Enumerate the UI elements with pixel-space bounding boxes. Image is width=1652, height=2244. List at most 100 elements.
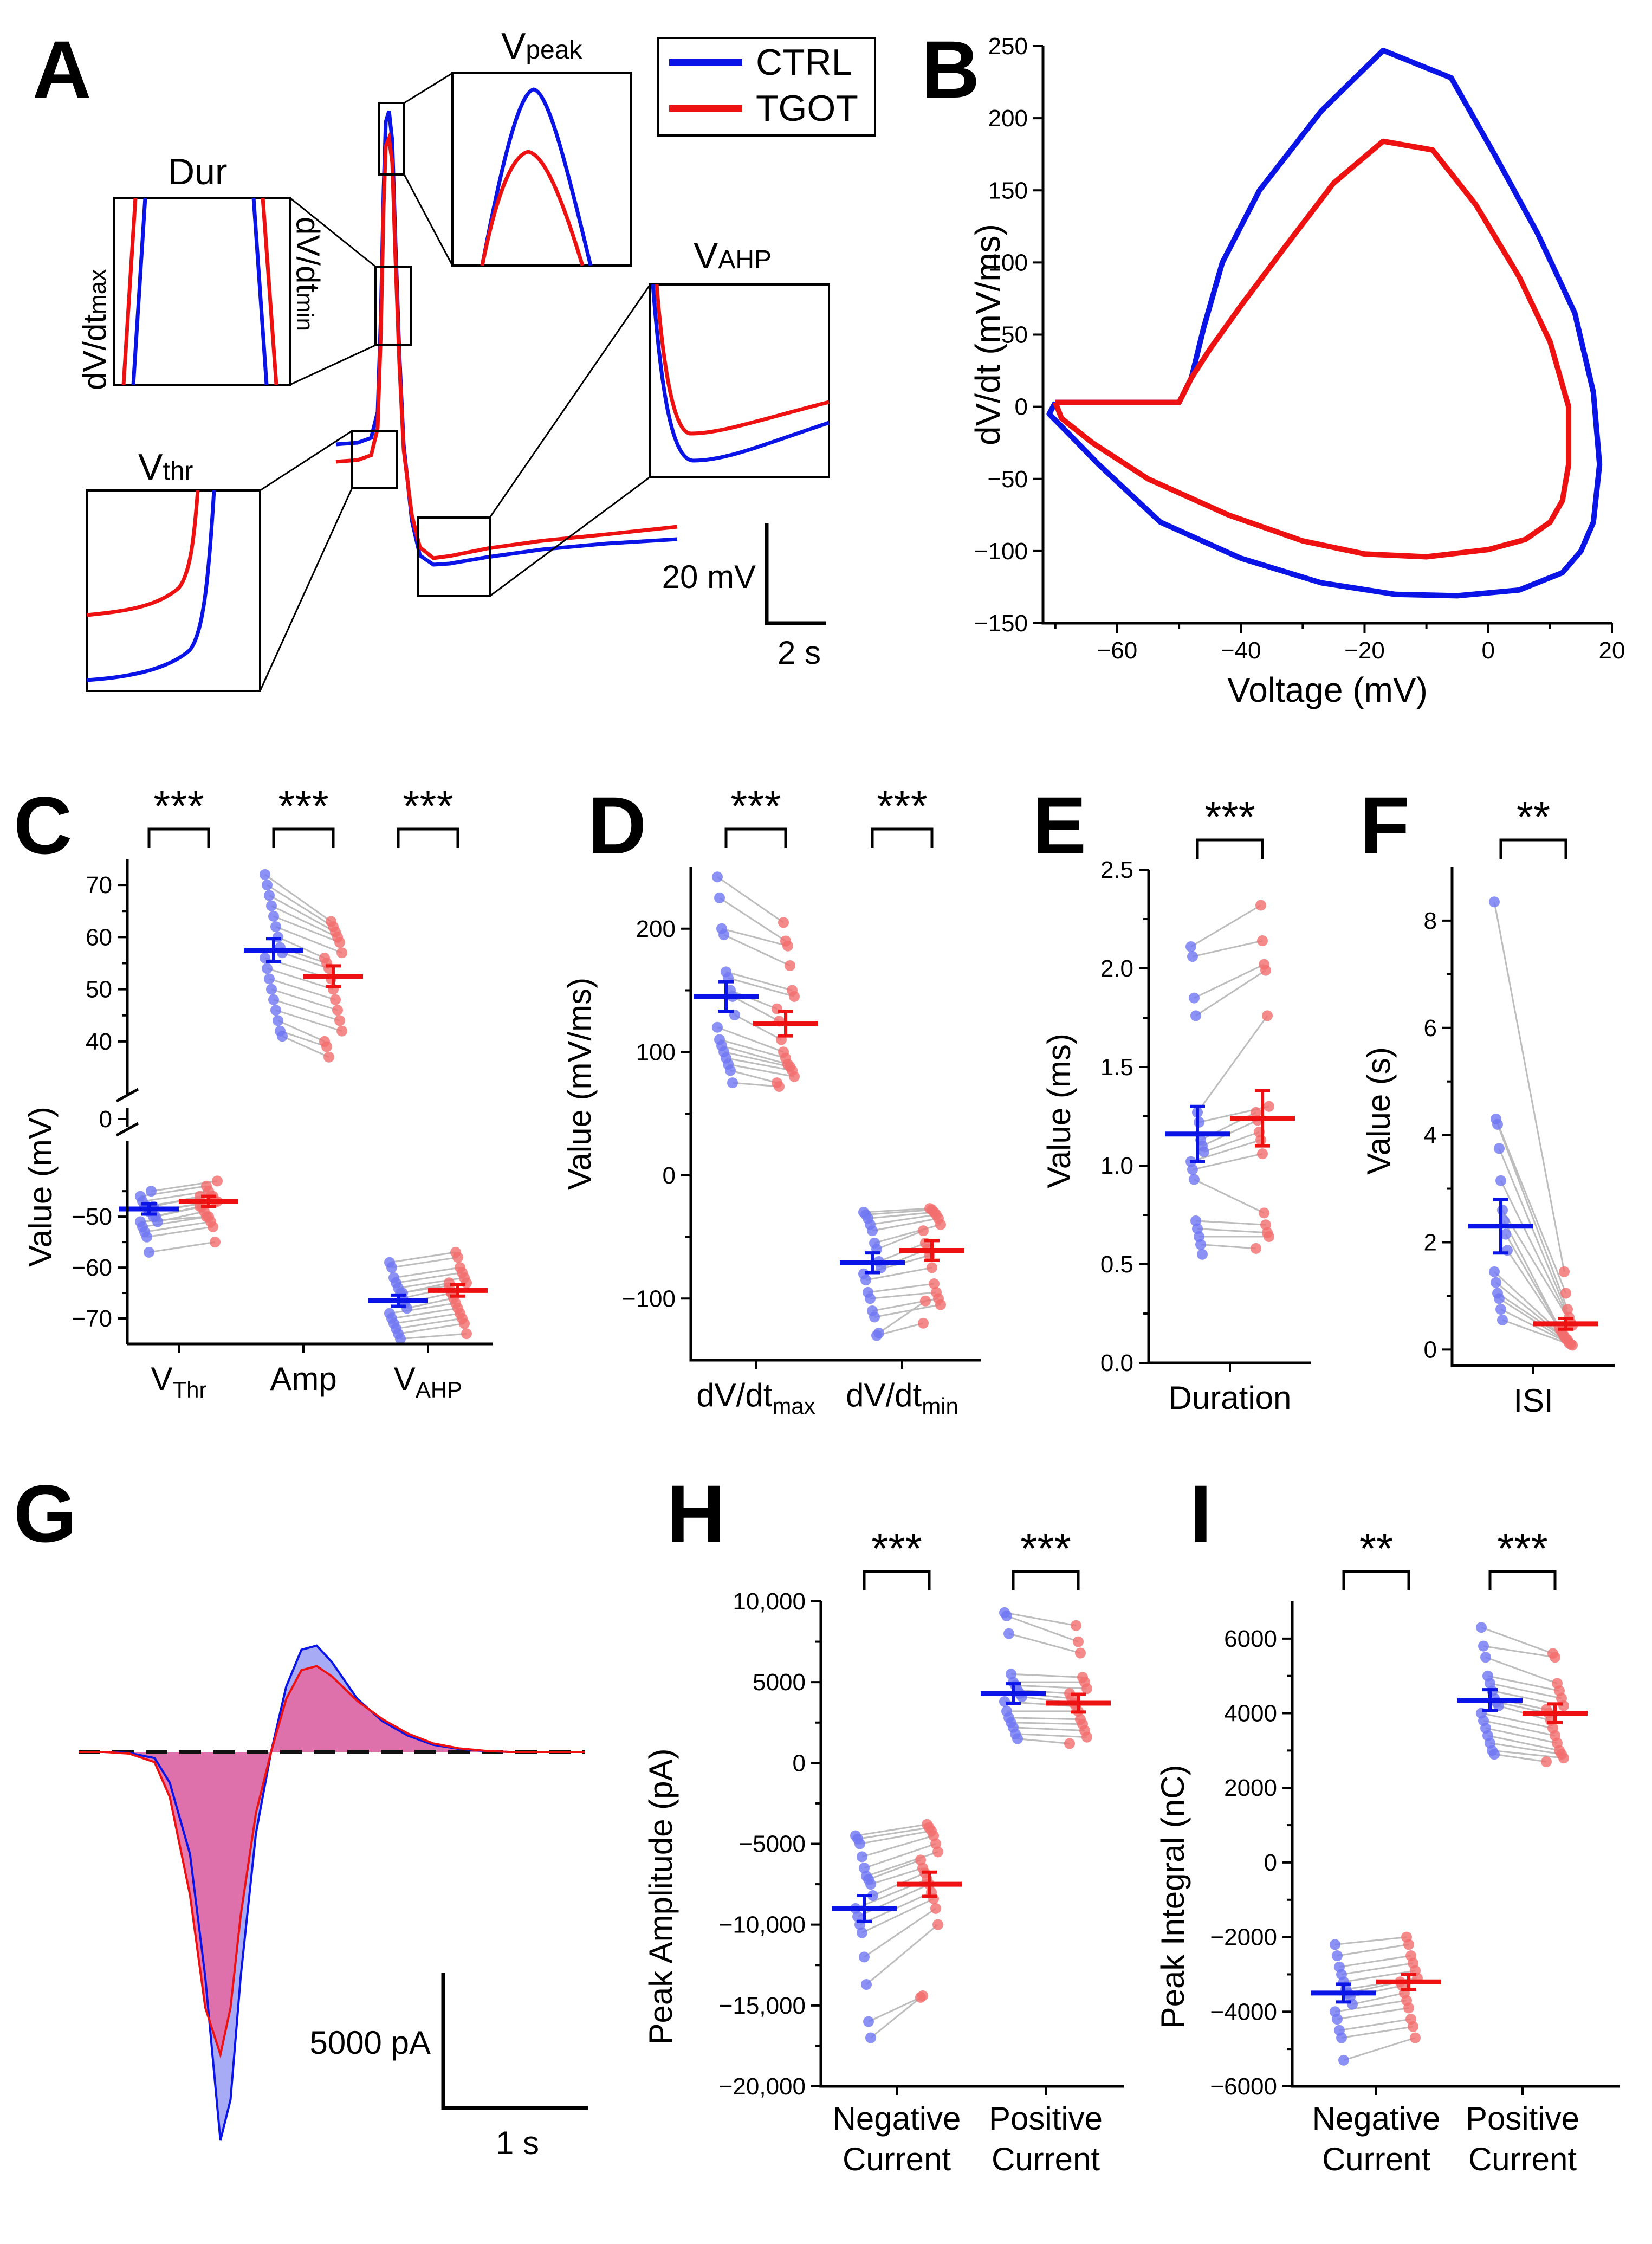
- pair-line: [874, 1304, 941, 1318]
- point-tgot: [1071, 1620, 1081, 1631]
- tick-label-e-y: 1.0: [1100, 1153, 1133, 1179]
- point-tgot: [1541, 1756, 1552, 1768]
- scale-bar-g-time: 1 s: [496, 2125, 539, 2161]
- point-tgot: [932, 1846, 943, 1858]
- inset-vthr-ctrl: [86, 490, 216, 682]
- pair-line: [1341, 1962, 1414, 1975]
- tick-label-b-x: −20: [1344, 637, 1385, 664]
- pair-line: [1500, 1308, 1571, 1345]
- pair-line: [277, 1020, 325, 1043]
- point-ctrl: [1494, 1293, 1505, 1304]
- pair-line: [857, 1827, 930, 1840]
- sig-stars: ***: [730, 782, 781, 830]
- pair-line: [861, 1898, 934, 1933]
- pair-line: [723, 1051, 791, 1068]
- tick-label-c-y: 50: [86, 977, 112, 1003]
- point-ctrl: [865, 1879, 876, 1890]
- pair-line: [721, 1045, 788, 1065]
- legend-label-ctrl: CTRL: [756, 42, 852, 83]
- pair-line: [269, 895, 336, 933]
- pair-line: [1008, 1717, 1081, 1721]
- tick-label-b-y: 200: [988, 105, 1028, 132]
- tick-label-d-y: −100: [622, 1285, 676, 1312]
- inset-vahp-v: V: [694, 235, 718, 276]
- inset-vahp-sub: AHP: [718, 245, 772, 274]
- point-tgot: [1081, 1683, 1092, 1695]
- pair-line: [1337, 2007, 1409, 2020]
- pair-line: [273, 915, 340, 943]
- point-tgot: [1558, 1700, 1569, 1711]
- point-tgot: [774, 1081, 785, 1092]
- panel-label-h: H: [666, 1468, 725, 1559]
- sig-stars: ***: [278, 782, 328, 830]
- inset-dvmin-label: dV/dtmin: [290, 217, 326, 331]
- pair-line: [861, 1835, 934, 1858]
- tick-label-b-y: 100: [988, 249, 1028, 276]
- point-ctrl: [268, 994, 279, 1005]
- point-ctrl: [1332, 2014, 1343, 2025]
- pair-line: [144, 1221, 211, 1233]
- tick-label-i-y: 6000: [1224, 1626, 1277, 1652]
- sig-stars: ***: [871, 1524, 922, 1573]
- inset-dvmax-sub: max: [85, 269, 111, 314]
- pair-line: [732, 995, 780, 1022]
- category-text: Amp: [270, 1361, 336, 1397]
- pair-line: [1004, 1612, 1077, 1627]
- pair-line: [1010, 1722, 1083, 1725]
- pair-line: [870, 1291, 937, 1299]
- pair-line: [406, 1297, 454, 1309]
- inset-dur: Dur dV/dtmax dV/dtmin: [76, 151, 326, 390]
- point-tgot: [323, 1051, 334, 1063]
- point-ctrl: [277, 1031, 288, 1042]
- tick-label-d-y: 100: [636, 1039, 676, 1065]
- category-label: VAHP: [394, 1361, 462, 1402]
- category-text: ISI: [1513, 1382, 1553, 1419]
- pair-line: [282, 1035, 329, 1058]
- point-tgot: [1550, 1652, 1560, 1663]
- pair-line: [866, 1851, 938, 1877]
- pair-line: [280, 1030, 327, 1047]
- point-ctrl: [1330, 1939, 1340, 1950]
- tick-label-b-x: 0: [1481, 637, 1494, 664]
- tick-label-i-y: −6000: [1210, 2073, 1277, 2100]
- pair-line: [1502, 1319, 1573, 1346]
- axis-label-b-y: dV/dt (mV/ms): [968, 224, 1007, 445]
- zoom-box-dur: [374, 266, 412, 346]
- panel-c: C Value (mV) 706050400−50−60−70***VThr**…: [14, 780, 493, 1402]
- pair-line: [1494, 1753, 1547, 1763]
- inset-vpeak-sub: peak: [526, 36, 582, 64]
- point-ctrl: [144, 1246, 154, 1258]
- pair-line: [1343, 1970, 1416, 1983]
- point-ctrl: [1338, 2054, 1349, 2066]
- point-ctrl: [152, 1216, 163, 1227]
- tick-label-c-y: 60: [86, 924, 112, 950]
- pair-line: [725, 971, 793, 991]
- point-ctrl: [861, 1979, 872, 1990]
- category-sub: max: [772, 1393, 815, 1419]
- pair-line: [855, 1823, 928, 1837]
- sig-bracket: [272, 827, 335, 848]
- category-label: Positive: [1466, 2100, 1579, 2137]
- pair-line: [402, 1282, 450, 1294]
- inset-vahp-title: VAHP: [694, 235, 772, 276]
- tick-label-b-y: 250: [988, 33, 1028, 60]
- panel-label-f: F: [1360, 780, 1410, 871]
- inset-dvmin-sub: min: [291, 293, 318, 331]
- category-sub: Thr: [173, 1377, 207, 1402]
- point-tgot: [1559, 1266, 1570, 1277]
- axis-label-h-y: Peak Amplitude (pA): [643, 1749, 679, 2045]
- pair-line: [396, 1317, 463, 1330]
- pair-line: [153, 1195, 200, 1207]
- pair-line: [721, 928, 788, 947]
- pair-line: [717, 876, 784, 923]
- point-ctrl: [1187, 951, 1198, 962]
- pair-line: [1501, 1210, 1573, 1326]
- pair-line: [878, 1300, 926, 1334]
- category-label: ISI: [1513, 1382, 1553, 1419]
- pair-line: [868, 1859, 921, 1880]
- pair-line: [1500, 1180, 1572, 1323]
- tick-label-b-y: −150: [974, 610, 1028, 637]
- point-ctrl: [1494, 1143, 1505, 1154]
- point-tgot: [1073, 1636, 1084, 1647]
- point-tgot: [1257, 1148, 1268, 1160]
